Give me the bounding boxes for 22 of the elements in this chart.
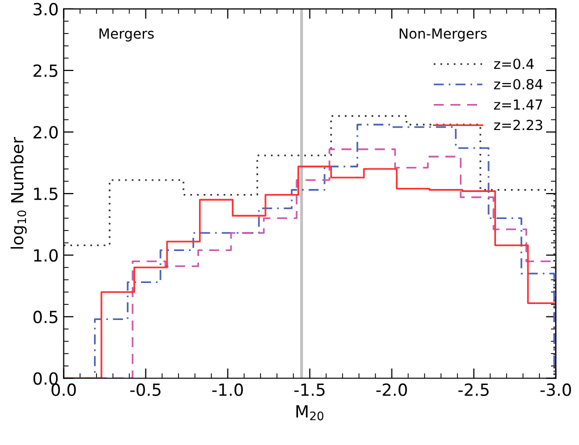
y-tick-label: 3.0 [34, 2, 58, 16]
y-tick-label: 0.5 [33, 310, 58, 324]
x-tick-label: -1.0 [212, 383, 243, 396]
y-tick-label: 1.5 [34, 188, 58, 200]
annotation: Mergers [100, 28, 154, 42]
annotation: Non-Mergers [400, 28, 487, 42]
y-tick-label: 2.5 [34, 64, 58, 78]
y-axis-title: log$_{10}$ Number [10, 137, 27, 249]
x-tick-label: -0.5 [130, 383, 161, 396]
y-tick-label: 1.0 [34, 249, 58, 262]
x-axis-title: M$_{20}$ [296, 405, 324, 420]
x-tick-label: 0.0 [52, 383, 76, 396]
x-tick-label: -3.0 [540, 383, 571, 396]
y-tick-label: 2.0 [34, 126, 58, 139]
legend-label: z=0.84 [494, 78, 543, 90]
legend-label: z=1.47 [494, 100, 542, 110]
legend-label: z=2.23 [494, 120, 542, 130]
x-tick-label: -1.5 [294, 384, 325, 396]
x-tick-label: -2.5 [458, 383, 489, 396]
x-tick-label: -2.0 [376, 383, 407, 396]
y-tick-label: 0.0 [33, 372, 58, 385]
legend-label: z=0.4 [494, 58, 534, 70]
